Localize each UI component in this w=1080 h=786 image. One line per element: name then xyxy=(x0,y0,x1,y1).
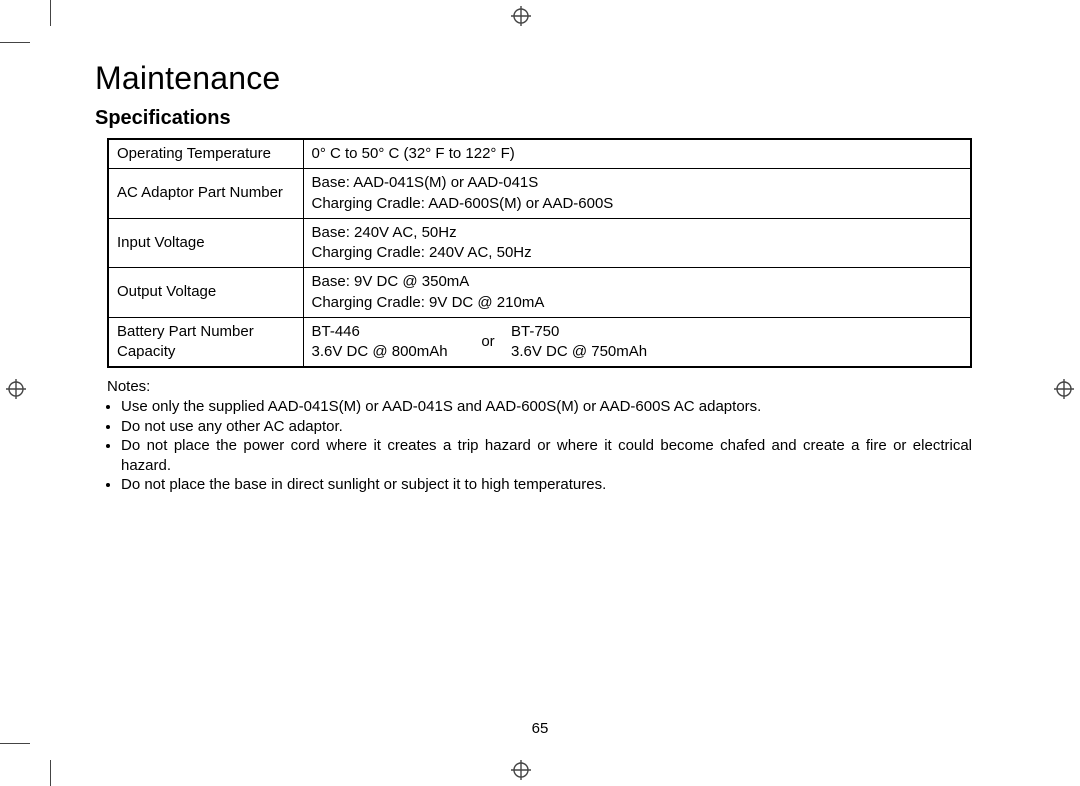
section-heading: Specifications xyxy=(95,107,1000,130)
crop-mark xyxy=(50,760,51,786)
table-row: Input Voltage Base: 240V AC, 50HzChargin… xyxy=(108,218,971,268)
table-row-battery: Battery Part Number Capacity BT-446 3.6V… xyxy=(108,317,971,367)
registration-mark-bottom xyxy=(511,760,531,780)
crop-mark xyxy=(50,0,51,26)
crop-mark xyxy=(0,42,30,43)
notes-heading: Notes: xyxy=(107,378,1000,395)
registration-mark-right xyxy=(1054,379,1074,399)
spec-label: Input Voltage xyxy=(108,218,303,268)
notes-list: Use only the supplied AAD-041S(M) or AAD… xyxy=(107,397,972,495)
note-item: Use only the supplied AAD-041S(M) or AAD… xyxy=(121,397,972,417)
spec-label: Operating Temperature xyxy=(108,139,303,169)
battery-part-1: BT-446 xyxy=(312,323,360,340)
registration-mark-left xyxy=(6,379,26,399)
spec-value: Base: AAD-041S(M) or AAD-041SCharging Cr… xyxy=(303,169,971,219)
battery-option-2: BT-750 3.6V DC @ 750mAh xyxy=(503,317,971,367)
spec-value: 0° C to 50° C (32° F to 122° F) xyxy=(303,139,971,169)
page-title: Maintenance xyxy=(95,60,1000,97)
battery-cap-2: 3.6V DC @ 750mAh xyxy=(511,343,647,360)
spec-value: Base: 240V AC, 50HzCharging Cradle: 240V… xyxy=(303,218,971,268)
battery-part-label: Battery Part Number xyxy=(117,323,254,340)
page-number: 65 xyxy=(0,720,1080,737)
spec-label: Battery Part Number Capacity xyxy=(108,317,303,367)
note-item: Do not place the base in direct sunlight… xyxy=(121,475,972,495)
note-item: Do not use any other AC adaptor. xyxy=(121,417,972,437)
spec-label: AC Adaptor Part Number xyxy=(108,169,303,219)
table-row: Operating Temperature 0° C to 50° C (32°… xyxy=(108,139,971,169)
crop-mark xyxy=(0,743,30,744)
specifications-table: Operating Temperature 0° C to 50° C (32°… xyxy=(107,138,972,368)
table-row: AC Adaptor Part Number Base: AAD-041S(M)… xyxy=(108,169,971,219)
table-row: Output Voltage Base: 9V DC @ 350mAChargi… xyxy=(108,268,971,318)
battery-part-2: BT-750 xyxy=(511,323,559,340)
battery-capacity-label: Capacity xyxy=(117,343,175,360)
page-content: Maintenance Specifications Operating Tem… xyxy=(95,60,1000,495)
battery-cap-1: 3.6V DC @ 800mAh xyxy=(312,343,448,360)
battery-option-1: BT-446 3.6V DC @ 800mAh xyxy=(303,317,473,367)
battery-or: or xyxy=(473,317,503,367)
registration-mark-top xyxy=(511,6,531,26)
spec-value: Base: 9V DC @ 350mACharging Cradle: 9V D… xyxy=(303,268,971,318)
note-item: Do not place the power cord where it cre… xyxy=(121,436,972,475)
spec-label: Output Voltage xyxy=(108,268,303,318)
